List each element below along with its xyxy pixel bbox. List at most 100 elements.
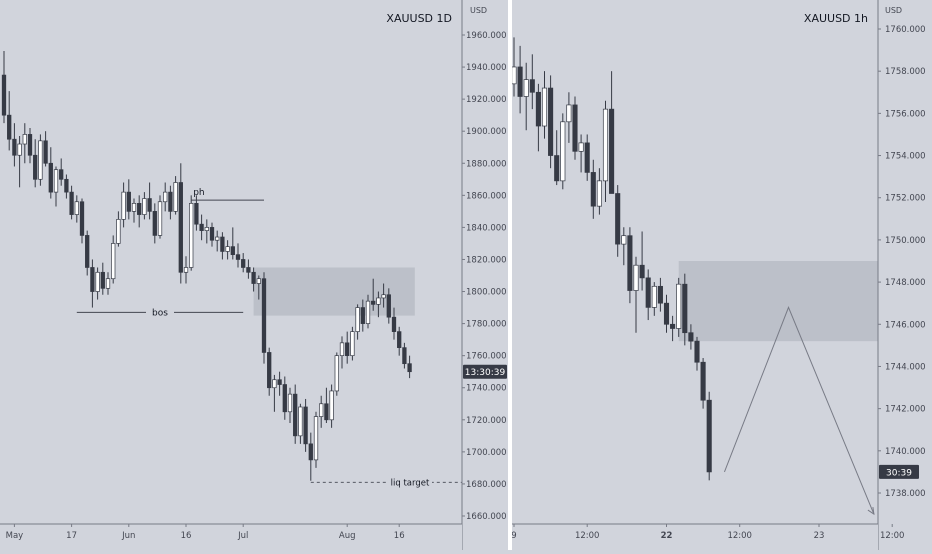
candle[interactable] [602, 100, 609, 202]
candle[interactable] [131, 198, 137, 223]
candle[interactable] [22, 123, 27, 164]
candle[interactable] [64, 174, 69, 199]
candle[interactable] [235, 243, 241, 268]
candle[interactable] [230, 227, 235, 260]
candle[interactable] [670, 315, 676, 342]
candle[interactable] [676, 277, 682, 337]
candle[interactable] [17, 136, 22, 188]
candle[interactable] [116, 211, 121, 247]
candle[interactable] [688, 324, 694, 350]
candle[interactable] [79, 198, 85, 244]
candle[interactable] [523, 62, 529, 131]
candle[interactable] [572, 96, 578, 160]
candle[interactable] [256, 275, 261, 300]
candle[interactable] [529, 54, 535, 110]
candle[interactable] [267, 347, 272, 396]
candle[interactable] [554, 130, 560, 186]
candle[interactable] [339, 336, 345, 369]
candle[interactable] [178, 163, 183, 284]
candle[interactable] [43, 131, 48, 167]
candle[interactable] [639, 231, 645, 291]
pane-separator[interactable] [508, 0, 512, 550]
time-axis[interactable] [512, 524, 878, 550]
candle[interactable] [517, 45, 523, 114]
candle[interactable] [590, 159, 596, 219]
candle[interactable] [397, 326, 402, 356]
candle[interactable] [402, 342, 407, 369]
candle[interactable] [209, 222, 215, 247]
candle[interactable] [111, 235, 116, 284]
candle[interactable] [225, 240, 230, 260]
candle[interactable] [173, 176, 178, 215]
candle[interactable] [303, 398, 308, 452]
candle[interactable] [706, 391, 712, 481]
price-axis[interactable] [878, 0, 932, 550]
candle[interactable] [298, 403, 303, 444]
candle[interactable] [126, 179, 131, 220]
candle[interactable] [578, 134, 584, 173]
candle[interactable] [272, 374, 277, 412]
candle[interactable] [535, 83, 541, 152]
candle[interactable] [59, 158, 64, 186]
candle[interactable] [365, 294, 371, 329]
candle[interactable] [168, 185, 173, 220]
candle[interactable] [700, 358, 706, 409]
candle[interactable] [566, 92, 572, 143]
candle[interactable] [38, 134, 43, 186]
candle[interactable] [319, 395, 324, 428]
candle[interactable] [350, 326, 355, 361]
candle[interactable] [105, 272, 111, 295]
candle[interactable] [694, 336, 700, 371]
candle[interactable] [142, 192, 147, 220]
candle[interactable] [293, 384, 298, 444]
candle[interactable] [241, 253, 246, 273]
candle[interactable] [621, 227, 627, 266]
candle[interactable] [324, 387, 329, 424]
candle[interactable] [7, 91, 12, 151]
candle[interactable] [334, 352, 339, 396]
candle[interactable] [246, 259, 251, 279]
candle[interactable] [615, 185, 621, 257]
candle[interactable] [33, 139, 38, 188]
candle[interactable] [100, 262, 105, 295]
candle[interactable] [163, 182, 168, 212]
candle[interactable] [48, 147, 53, 199]
candle[interactable] [137, 195, 142, 228]
candle[interactable] [633, 256, 639, 333]
hourly-chart-pane[interactable]: USD 1738.000 1740.000 1742.000 1744.000 1746.… [511, 0, 932, 550]
candle[interactable] [548, 75, 554, 169]
candle[interactable] [189, 195, 194, 271]
candle[interactable] [651, 282, 657, 316]
candle[interactable] [287, 387, 293, 424]
candle[interactable] [95, 267, 100, 300]
candle[interactable] [277, 371, 282, 396]
candle[interactable] [657, 277, 663, 312]
candle[interactable] [645, 269, 651, 321]
candle[interactable] [27, 127, 33, 164]
candle[interactable] [596, 168, 602, 215]
candle[interactable] [282, 376, 287, 420]
candle[interactable] [69, 185, 74, 220]
price-axis[interactable] [462, 0, 508, 550]
candle[interactable] [204, 219, 209, 244]
candle[interactable] [584, 134, 590, 181]
candle[interactable] [381, 283, 386, 308]
time-axis[interactable] [0, 524, 462, 550]
candle[interactable] [682, 273, 688, 346]
candle[interactable] [355, 304, 360, 340]
candle[interactable] [74, 195, 79, 223]
candle[interactable] [313, 411, 319, 468]
candle[interactable] [152, 203, 157, 244]
supply-zone[interactable] [678, 261, 878, 342]
candle[interactable] [90, 259, 95, 308]
candle[interactable] [220, 232, 225, 260]
candle[interactable] [147, 182, 152, 220]
candle[interactable] [609, 71, 615, 194]
candle[interactable] [251, 267, 256, 292]
candle[interactable] [345, 331, 350, 364]
candle[interactable] [407, 355, 412, 379]
candle[interactable] [308, 432, 313, 481]
candle[interactable] [541, 71, 548, 139]
candle[interactable] [391, 307, 397, 340]
candle[interactable] [663, 294, 670, 333]
